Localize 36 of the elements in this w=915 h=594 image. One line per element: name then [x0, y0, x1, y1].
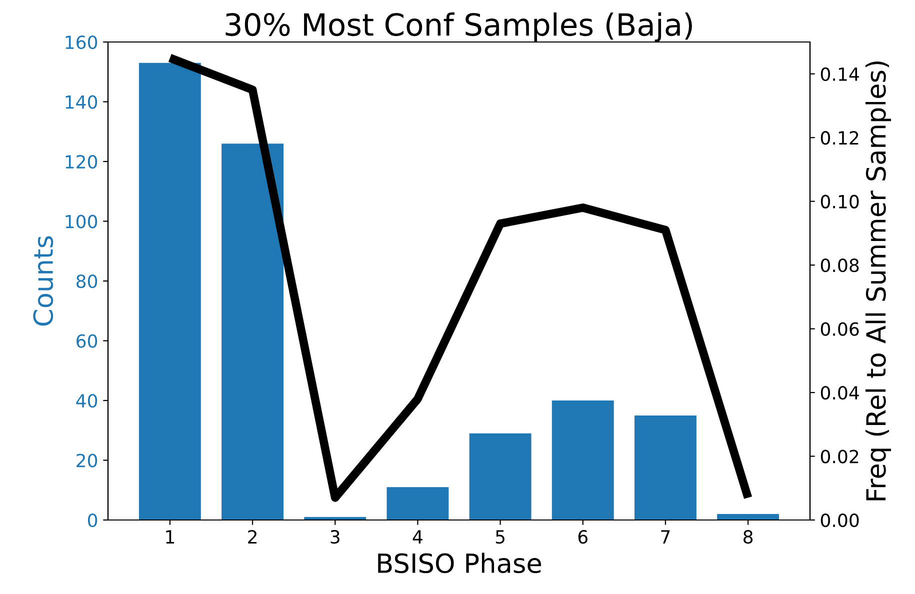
y2-tick-label: 0.00: [820, 513, 859, 528]
bar: [469, 433, 532, 520]
x-axis-title: BSISO Phase: [378, 552, 542, 574]
x-tick-label: 2: [248, 530, 256, 544]
bar: [634, 415, 696, 520]
y2-tick-label: 0.10: [820, 194, 859, 208]
y-tick-label: 140: [66, 95, 98, 109]
y-axis-title: Counts: [33, 236, 54, 326]
x-tick-label: 3: [330, 530, 340, 544]
chart-title: 30% Most Conf Samples (Baja): [226, 12, 692, 42]
y-tick-label: 100: [66, 214, 98, 228]
x-tick-label: 6: [578, 530, 588, 544]
y-tick-label: 80: [76, 274, 98, 288]
bar: [386, 487, 449, 520]
y2-tick-label: 0.06: [820, 322, 859, 336]
y2-tick-label: 0.12: [820, 131, 858, 145]
bar: [222, 144, 284, 520]
y2-tick-label: 0.02: [820, 450, 858, 464]
y2-tick-label: 0.08: [820, 258, 859, 272]
y-tick-label: 160: [66, 35, 98, 50]
y-tick-label: 60: [76, 334, 98, 348]
bar: [717, 514, 780, 520]
y-tick-label: 0: [88, 513, 98, 528]
x-tick-label: 5: [496, 530, 504, 544]
x-tick-label: 7: [661, 530, 670, 544]
y-tick-label: 120: [66, 154, 98, 169]
y2-axis-title: Freq (Rel to All Summer Samples): [865, 61, 892, 500]
y2-tick-label: 0.14: [820, 67, 859, 81]
y-tick-label: 40: [76, 394, 98, 408]
bar: [552, 400, 614, 520]
y2-tick-label: 0.04: [820, 386, 859, 400]
x-tick-label: 8: [744, 530, 753, 544]
bar: [138, 62, 201, 520]
x-tick-label: 4: [412, 530, 422, 544]
y-tick-label: 20: [76, 454, 98, 468]
x-tick-label: 1: [166, 530, 174, 544]
